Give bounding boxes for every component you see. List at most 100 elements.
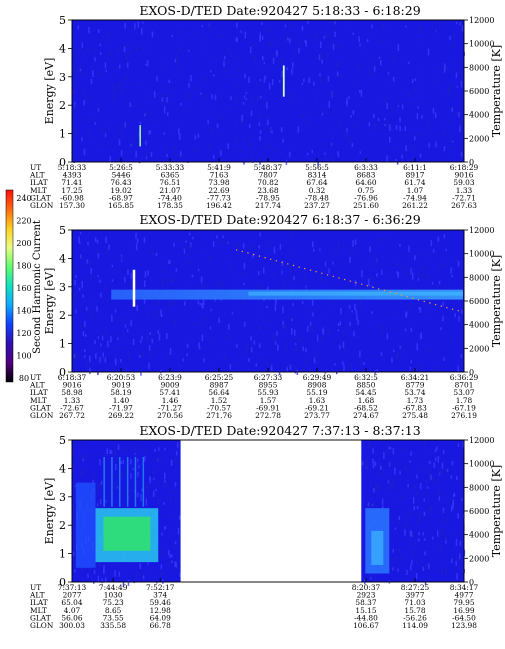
ephemeris-value: 123.98 (451, 621, 477, 630)
ephemeris-row-label: GLAT (30, 403, 51, 412)
y2-tick-label: 6000 (469, 507, 489, 516)
ephemeris-row-label: GLON (30, 411, 54, 420)
ephemeris-value: 3977 (406, 591, 425, 600)
ephemeris-row-label: GLON (30, 621, 54, 630)
ephemeris-value: 15.78 (404, 606, 425, 615)
ephemeris-value: 237.27 (304, 201, 330, 210)
ephemeris-value: 76.43 (110, 178, 131, 187)
ephemeris-value: 8987 (210, 381, 229, 390)
ephemeris-value: 178.35 (157, 201, 183, 210)
y2-tick-label: 6000 (469, 297, 489, 306)
panel-3-title: EXOS-D/TED Date:920427 7:37:13 - 8:37:13 (139, 423, 420, 438)
ephemeris-value: 17.25 (61, 186, 82, 195)
ephemeris-value: 6:34:21 (401, 373, 430, 382)
ephemeris-value: 22.69 (208, 186, 229, 195)
ephemeris-value: -78.48 (305, 193, 329, 202)
ephemeris-value: 71.03 (404, 598, 425, 607)
ephemeris-value: 65.04 (61, 598, 82, 607)
panel-1-title: EXOS-D/TED Date:920427 5:18:33 - 6:18:29 (139, 3, 420, 18)
ephemeris-value: 70.82 (257, 178, 278, 187)
y2-tick-label: 4000 (469, 321, 489, 330)
ephemeris-value: -56.26 (403, 613, 427, 622)
y2-tick-label: 12000 (469, 16, 494, 25)
ephemeris-value: 8779 (406, 381, 425, 390)
ephemeris-row-label: UT (30, 373, 41, 382)
ephemeris-value: 7:37:13 (58, 583, 87, 592)
ephemeris-value: -76.96 (354, 193, 378, 202)
ephemeris-row-label: ALT (29, 381, 45, 390)
ephemeris-value: 73.98 (208, 178, 229, 187)
ephemeris-row-label: GLAT (30, 193, 51, 202)
ephemeris-value: 1.33 (456, 186, 473, 195)
ephemeris-value: 374 (153, 591, 167, 600)
y-tick-label: 5 (59, 434, 66, 447)
ephemeris-value: 8908 (308, 381, 327, 390)
ephemeris-value: 114.09 (402, 621, 428, 630)
ephemeris-value: 8:27:25 (401, 583, 430, 592)
ephemeris-value: 55.19 (306, 388, 327, 397)
ephemeris-value: 8955 (259, 381, 278, 390)
ephemeris-value: 1.46 (162, 396, 179, 405)
ephemeris-value: 157.30 (59, 201, 85, 210)
ephemeris-value: 217.74 (255, 201, 281, 210)
ephemeris-value: 251.60 (353, 201, 379, 210)
ephemeris-value: 1.33 (64, 396, 81, 405)
colorbar-tick-label: 140 (16, 307, 31, 316)
ephemeris-value: 335.58 (100, 621, 126, 630)
y2-tick-label: 6000 (469, 87, 489, 96)
ephemeris-row-label: GLON (30, 201, 54, 210)
y2-tick-label: 10000 (469, 460, 494, 469)
y2-tick-label: 10000 (469, 250, 494, 259)
ephemeris-value: 23.68 (257, 186, 278, 195)
ephemeris-value: 8701 (455, 381, 474, 390)
ephemeris-value: 6:20:53 (107, 373, 136, 382)
ephemeris-value: 56.64 (208, 388, 229, 397)
y2-tick-label: 4000 (469, 531, 489, 540)
ephemeris-value: 58.37 (355, 598, 376, 607)
panel-3-data-gap (180, 439, 362, 583)
ephemeris-value: -70.57 (207, 403, 231, 412)
ephemeris-value: 1.68 (358, 396, 375, 405)
ephemeris-row-label: UT (30, 583, 41, 592)
y-tick-label: 4 (59, 42, 66, 55)
y2-tick-label: 8000 (469, 483, 489, 492)
ephemeris-value: 271.76 (206, 411, 232, 420)
ephemeris-value: 71.41 (61, 178, 82, 187)
ephemeris-value: -77.73 (207, 193, 231, 202)
ephemeris-value: 8314 (308, 171, 327, 180)
ephemeris-value: 5:26:5 (109, 163, 133, 172)
colorbar-tick-label: 240 (16, 194, 31, 203)
ephemeris-value: -67.83 (403, 403, 427, 412)
ephemeris-value: 275.48 (402, 411, 428, 420)
spectrogram-texture (72, 21, 465, 166)
ephemeris-value: 267.63 (451, 201, 477, 210)
ephemeris-value: 1.52 (211, 396, 227, 405)
ephemeris-value: 59.03 (453, 178, 474, 187)
ephemeris-value: 7:44:49 (99, 583, 128, 592)
ephemeris-value: 274.67 (353, 411, 379, 420)
panel-1: EXOS-D/TED Date:920427 5:18:33 - 6:18:29… (29, 3, 503, 210)
ephemeris-value: 75.23 (103, 598, 124, 607)
ephemeris-value: 9019 (112, 381, 131, 390)
ephemeris-value: 2077 (63, 591, 82, 600)
ephemeris-value: 8.65 (105, 606, 122, 615)
ephemeris-row-label: GLAT (30, 613, 51, 622)
ephemeris-value: 79.95 (453, 598, 474, 607)
ephemeris-value: 6:23:9 (158, 373, 182, 382)
ephemeris-value: 1.63 (309, 396, 326, 405)
ephemeris-value: 5:56:5 (305, 163, 329, 172)
panel-1-ylabel: Energy [eV] (43, 58, 56, 125)
ephemeris-value: 1030 (104, 591, 123, 600)
panel-1-spikes (139, 65, 285, 147)
ephemeris-value: 1.73 (407, 396, 424, 405)
ephemeris-value: 270.56 (157, 411, 183, 420)
colorbar-tick-label: 180 (16, 262, 31, 271)
panel-1-y2label: Temperature [K] (490, 45, 503, 137)
y-tick-label: 1 (59, 548, 66, 561)
y-tick-label: 4 (59, 252, 66, 265)
ephemeris-value: 59.46 (150, 598, 171, 607)
y2-tick-label: 10000 (469, 40, 494, 49)
ephemeris-value: 55.93 (257, 388, 278, 397)
